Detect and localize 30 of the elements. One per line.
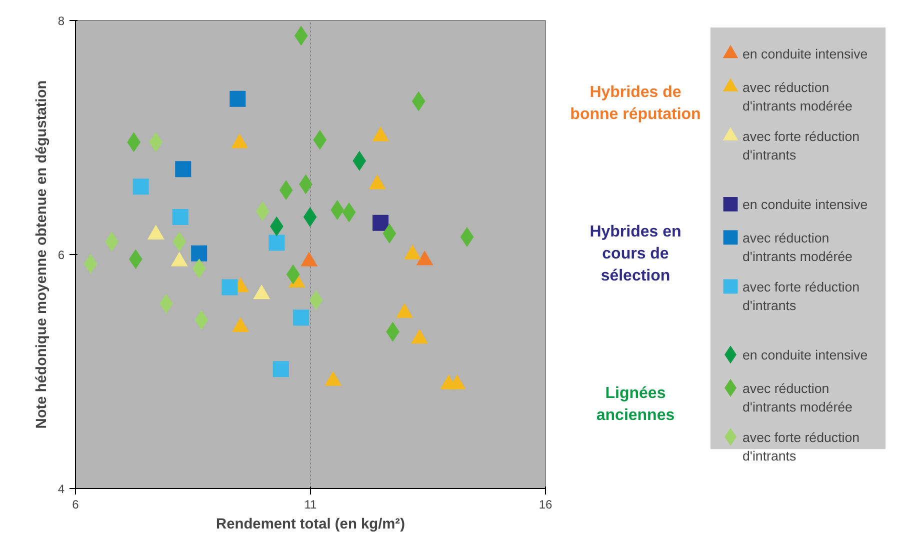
legend-label: en conduite intensive [742,46,868,62]
legend-label: avec forte réduction d'intrants [742,128,860,163]
legend-label: en conduite intensive [742,197,868,212]
text: Hybrides de bonne réputation [570,84,701,124]
y-tick-label: 4 [58,482,65,496]
x-tick-label: 11 [304,498,318,512]
legend-label: avec forte réduction d'intrants [742,279,860,314]
legend-label: avec forte réduction d'intrants [742,430,860,464]
x-tick-label: 16 [538,498,552,512]
point [230,90,246,107]
legend-label: avec réduction d'intrants modérée [742,230,852,264]
point [372,214,389,231]
legend-label: en conduite intensive [742,348,868,363]
y-tick-label: 8 [58,14,65,28]
point [132,178,149,195]
point [293,310,310,326]
legend-label: avec réduction d'intrants modérée [742,380,852,415]
x-tick-label: 6 [72,498,80,512]
y-tick-label: 6 [58,248,65,262]
x-axis-title: Rendement total (en kg/m²) [216,516,406,532]
text: Lignées anciennes [596,384,675,424]
point [272,361,289,378]
point [222,279,238,296]
point [268,234,285,251]
text: Hybrides en cours de sélection [590,223,682,285]
legend-label: avec réduction d'intrants modérée [742,80,852,114]
point [175,161,192,178]
point [191,245,208,262]
y-axis-title: Note hédonique moyenne obtenue en dégustation [34,80,50,429]
point [172,209,188,226]
